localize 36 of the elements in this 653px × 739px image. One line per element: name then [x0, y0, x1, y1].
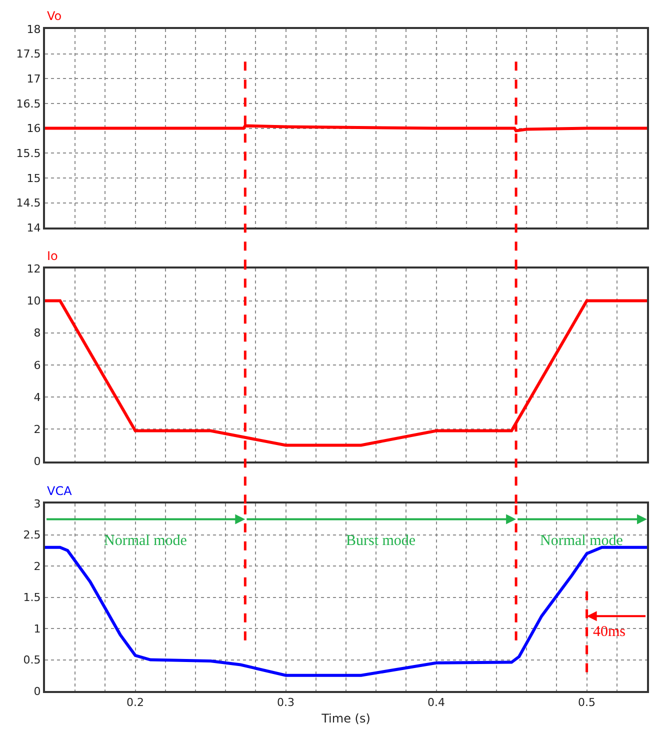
x-tick-label: 0.3	[277, 696, 295, 710]
y-tick-label: 2.5	[23, 528, 41, 542]
y-tick-label: 1.5	[23, 591, 41, 604]
y-tick-label: 2	[34, 560, 41, 573]
y-tick-label: 12	[26, 262, 41, 276]
y-tick-label: 0.5	[23, 654, 41, 667]
chart-title: Io	[47, 249, 58, 263]
y-tick-label: 6	[34, 358, 41, 372]
y-tick-label: 14	[26, 221, 41, 234]
annotation: 40ms	[593, 624, 626, 640]
y-tick-label: 10	[26, 294, 41, 308]
y-tick-label: 18	[26, 22, 41, 36]
annotation: Burst mode	[346, 533, 416, 549]
line-series	[45, 546, 647, 677]
y-tick-label: 15	[26, 172, 41, 185]
x-tick-label: 0.2	[126, 696, 144, 710]
y-tick-label: 17	[26, 72, 41, 86]
y-tick-label: 14.5	[16, 196, 41, 210]
y-tick-label: 8	[34, 326, 41, 340]
y-tick-label: 16	[26, 122, 41, 136]
x-axis-title: Time (s)	[320, 712, 370, 726]
y-tick-label: 17.5	[16, 48, 41, 61]
annotation: Normal mode	[540, 533, 624, 549]
y-tick-label: 1	[34, 622, 41, 636]
y-tick-label: 15.5	[16, 146, 41, 160]
y-tick-label: 2	[34, 423, 41, 436]
y-tick-label: 0	[34, 684, 41, 698]
chart-title: VCA	[47, 484, 73, 498]
annotation: Normal mode	[104, 533, 188, 549]
y-tick-label: 4	[34, 390, 41, 404]
y-tick-label: 0	[34, 455, 41, 468]
y-tick-label: 3	[34, 498, 41, 511]
chart-title: Vo	[47, 9, 62, 23]
x-tick-label: 0.4	[428, 696, 446, 710]
y-tick-label: 16.5	[16, 97, 41, 110]
x-tick-label: 0.5	[578, 696, 596, 710]
